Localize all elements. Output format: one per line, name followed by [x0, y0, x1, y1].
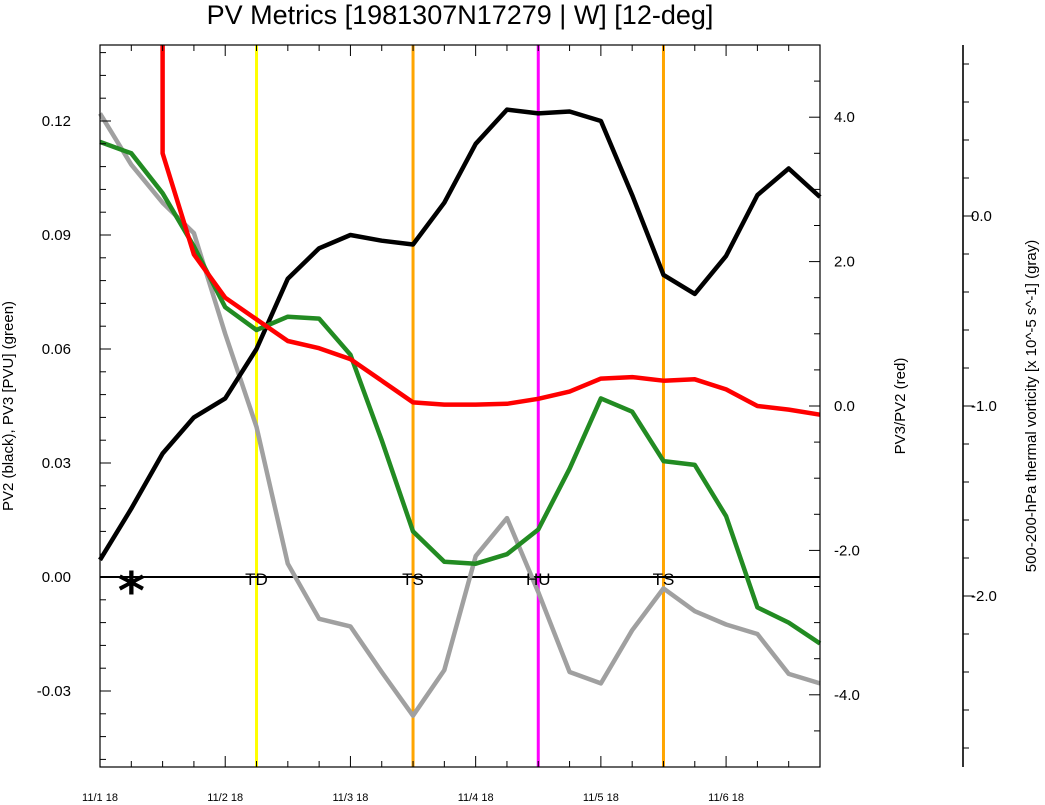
stage-label-td-0: TD — [245, 570, 268, 589]
far-right-tick-label: -1.0 — [971, 398, 997, 415]
right-tick-label: 4.0 — [834, 109, 855, 126]
genesis-star-marker: * — [118, 562, 145, 622]
series-line-pv3-pv2 — [160, 45, 821, 417]
x-tick-label: 11/2 18 — [207, 792, 243, 804]
right-tick-label: 0.0 — [834, 398, 855, 415]
x-tick-label: 11/3 18 — [332, 792, 368, 804]
far-right-tick-label: -2.0 — [971, 588, 997, 605]
series-line-thermal-vorticity — [98, 112, 821, 718]
far-right-axis-title: 500-200-hPa thermal vorticity [x 10^-5 s… — [1023, 240, 1040, 573]
x-tick-label: 11/5 18 — [583, 792, 619, 804]
left-tick-label: 0.09 — [42, 227, 71, 244]
left-tick-label: 0.00 — [42, 569, 71, 586]
stage-label-ts-3: TS — [653, 570, 675, 589]
right-tick-label: -2.0 — [834, 542, 860, 559]
chart-title: PV Metrics [1981307N17279 | W] [12-deg] — [207, 0, 714, 30]
left-tick-label: 0.12 — [42, 113, 71, 130]
left-axis: -0.03 0.00 0.03 0.06 0.09 0.12 — [37, 52, 111, 760]
series-line-pv2 — [98, 107, 822, 562]
right-tick-label: 2.0 — [834, 254, 855, 271]
stage-label-hu-2: HU — [526, 570, 551, 589]
right-axis-title: PV3/PV2 (red) — [892, 358, 909, 455]
series-layer — [98, 45, 822, 718]
x-tick-label: 11/1 18 — [82, 792, 118, 804]
right-tick-label: -4.0 — [834, 687, 860, 704]
left-axis-title: PV2 (black), PV3 [PVU] (green) — [0, 301, 17, 511]
left-tick-label: -0.03 — [37, 683, 71, 700]
left-tick-label: 0.03 — [42, 455, 71, 472]
far-right-axis: -2.0 -1.0 0.0 — [962, 45, 997, 767]
x-tick-label: 11/6 18 — [708, 792, 744, 804]
far-right-tick-label: 0.0 — [971, 208, 992, 225]
right-axis: -4.0 -2.0 0.0 2.0 4.0 — [809, 44, 860, 768]
left-tick-label: 0.06 — [42, 341, 71, 358]
stage-markers — [255, 45, 665, 767]
x-tick-label: 11/4 18 — [458, 792, 494, 804]
x-axis: 11/1 18 11/2 18 11/3 18 11/4 18 11/5 18 11/6 … — [82, 45, 821, 804]
series-line-pv3 — [99, 139, 822, 646]
stage-labels: TD TS HU TS — [245, 570, 674, 589]
stage-label-ts-1: TS — [402, 570, 424, 589]
